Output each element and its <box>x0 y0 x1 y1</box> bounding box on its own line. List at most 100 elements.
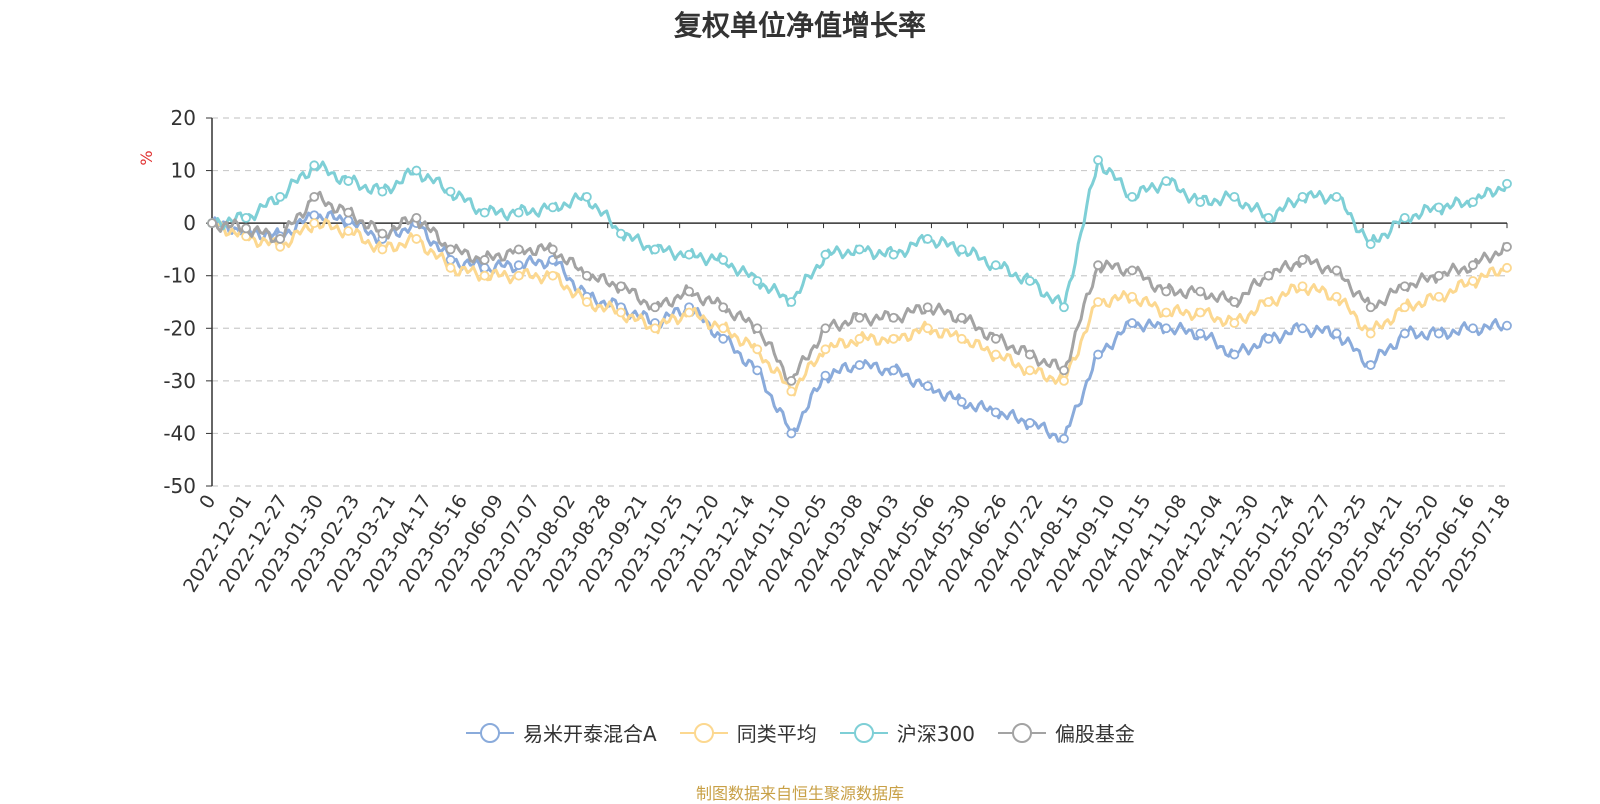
data-point <box>820 323 831 334</box>
data-point <box>1365 239 1376 250</box>
data-point <box>479 262 490 273</box>
data-point <box>275 241 286 252</box>
data-point <box>1331 265 1342 276</box>
data-point <box>922 323 933 334</box>
legend-label: 偏股基金 <box>1054 722 1135 746</box>
data-point <box>718 255 729 265</box>
y-tick-label: -30 <box>163 369 196 393</box>
data-point <box>854 312 865 323</box>
data-point <box>275 191 286 202</box>
legend-item[interactable]: 沪深300 <box>839 718 975 747</box>
legend-item[interactable]: 易米开泰混合A <box>465 718 657 747</box>
data-point <box>616 307 626 318</box>
data-point <box>1399 212 1410 223</box>
data-point <box>820 249 831 260</box>
data-point <box>786 375 797 386</box>
data-point <box>309 160 320 171</box>
data-point <box>1024 276 1035 286</box>
legend-item[interactable]: 同类平均 <box>679 718 817 747</box>
data-point <box>888 312 899 323</box>
data-point <box>1093 297 1103 307</box>
y-axis-unit: % <box>137 150 156 165</box>
data-point <box>377 228 388 239</box>
data-point <box>956 244 967 255</box>
legend-swatch-marker <box>1011 722 1032 743</box>
y-tick-label: 20 <box>171 106 196 130</box>
source-note: 制图数据来自恒生聚源数据库 <box>695 784 904 803</box>
data-point <box>1127 191 1138 202</box>
data-point <box>1399 302 1410 313</box>
data-point <box>547 270 558 281</box>
data-point <box>241 212 251 223</box>
data-point <box>1331 328 1342 339</box>
data-point <box>343 207 354 218</box>
legend-swatch <box>466 722 515 743</box>
data-point <box>718 323 729 334</box>
data-point <box>479 255 490 265</box>
data-point <box>1024 349 1035 360</box>
data-point <box>1502 241 1512 252</box>
y-tick-label: -50 <box>163 474 196 498</box>
data-point <box>1161 307 1172 318</box>
data-point <box>1433 202 1444 213</box>
data-point <box>1059 433 1069 444</box>
data-point <box>752 344 763 355</box>
data-point <box>854 244 865 255</box>
data-point <box>1468 323 1478 334</box>
data-point <box>752 276 763 286</box>
data-point <box>343 176 354 186</box>
y-tick-label: -20 <box>163 316 196 340</box>
data-point <box>888 365 899 376</box>
legend-swatch <box>679 722 728 743</box>
data-point <box>1297 323 1308 334</box>
data-point <box>445 186 456 197</box>
data-point <box>207 218 217 229</box>
data-point <box>854 360 865 370</box>
data-point <box>547 202 558 213</box>
data-point <box>1263 333 1274 344</box>
data-point <box>1468 197 1478 208</box>
data-point <box>1502 320 1512 331</box>
data-point <box>922 234 933 244</box>
data-point <box>650 323 660 334</box>
data-point <box>513 244 524 255</box>
data-point <box>718 302 729 313</box>
legend-swatch-marker <box>853 722 874 743</box>
y-tick-label: 10 <box>171 159 196 183</box>
data-point <box>1399 281 1410 292</box>
series-lines <box>207 155 1512 444</box>
data-point <box>1468 260 1478 271</box>
data-point <box>922 381 933 392</box>
data-point <box>1093 349 1103 360</box>
data-point <box>820 344 831 355</box>
y-tick-label: 0 <box>183 211 196 235</box>
data-point <box>1161 286 1172 297</box>
data-point <box>1229 297 1240 307</box>
data-point <box>1365 328 1376 339</box>
legend-swatch-marker <box>480 722 501 743</box>
data-point <box>377 186 388 197</box>
axes <box>206 117 1508 487</box>
data-point <box>1229 318 1240 328</box>
data-point <box>956 333 967 344</box>
data-point <box>343 226 354 236</box>
data-point <box>377 244 388 255</box>
data-point <box>1059 375 1069 386</box>
legend-item[interactable]: 偏股基金 <box>997 718 1135 747</box>
data-point <box>1059 302 1069 313</box>
data-point <box>1127 265 1138 276</box>
legend: 易米开泰混合A 同类平均 沪深300 偏股基金 <box>0 718 1600 747</box>
data-point <box>956 312 967 323</box>
data-point <box>1263 212 1274 223</box>
data-point <box>1195 307 1206 318</box>
data-point <box>581 297 592 307</box>
data-point <box>854 333 865 344</box>
legend-label: 同类平均 <box>736 722 817 746</box>
data-point <box>684 307 695 318</box>
data-point <box>990 407 1001 418</box>
data-point <box>513 207 524 218</box>
data-point <box>309 191 320 202</box>
data-point <box>1331 291 1342 302</box>
data-point <box>1297 191 1308 202</box>
legend-label: 沪深300 <box>896 722 975 746</box>
